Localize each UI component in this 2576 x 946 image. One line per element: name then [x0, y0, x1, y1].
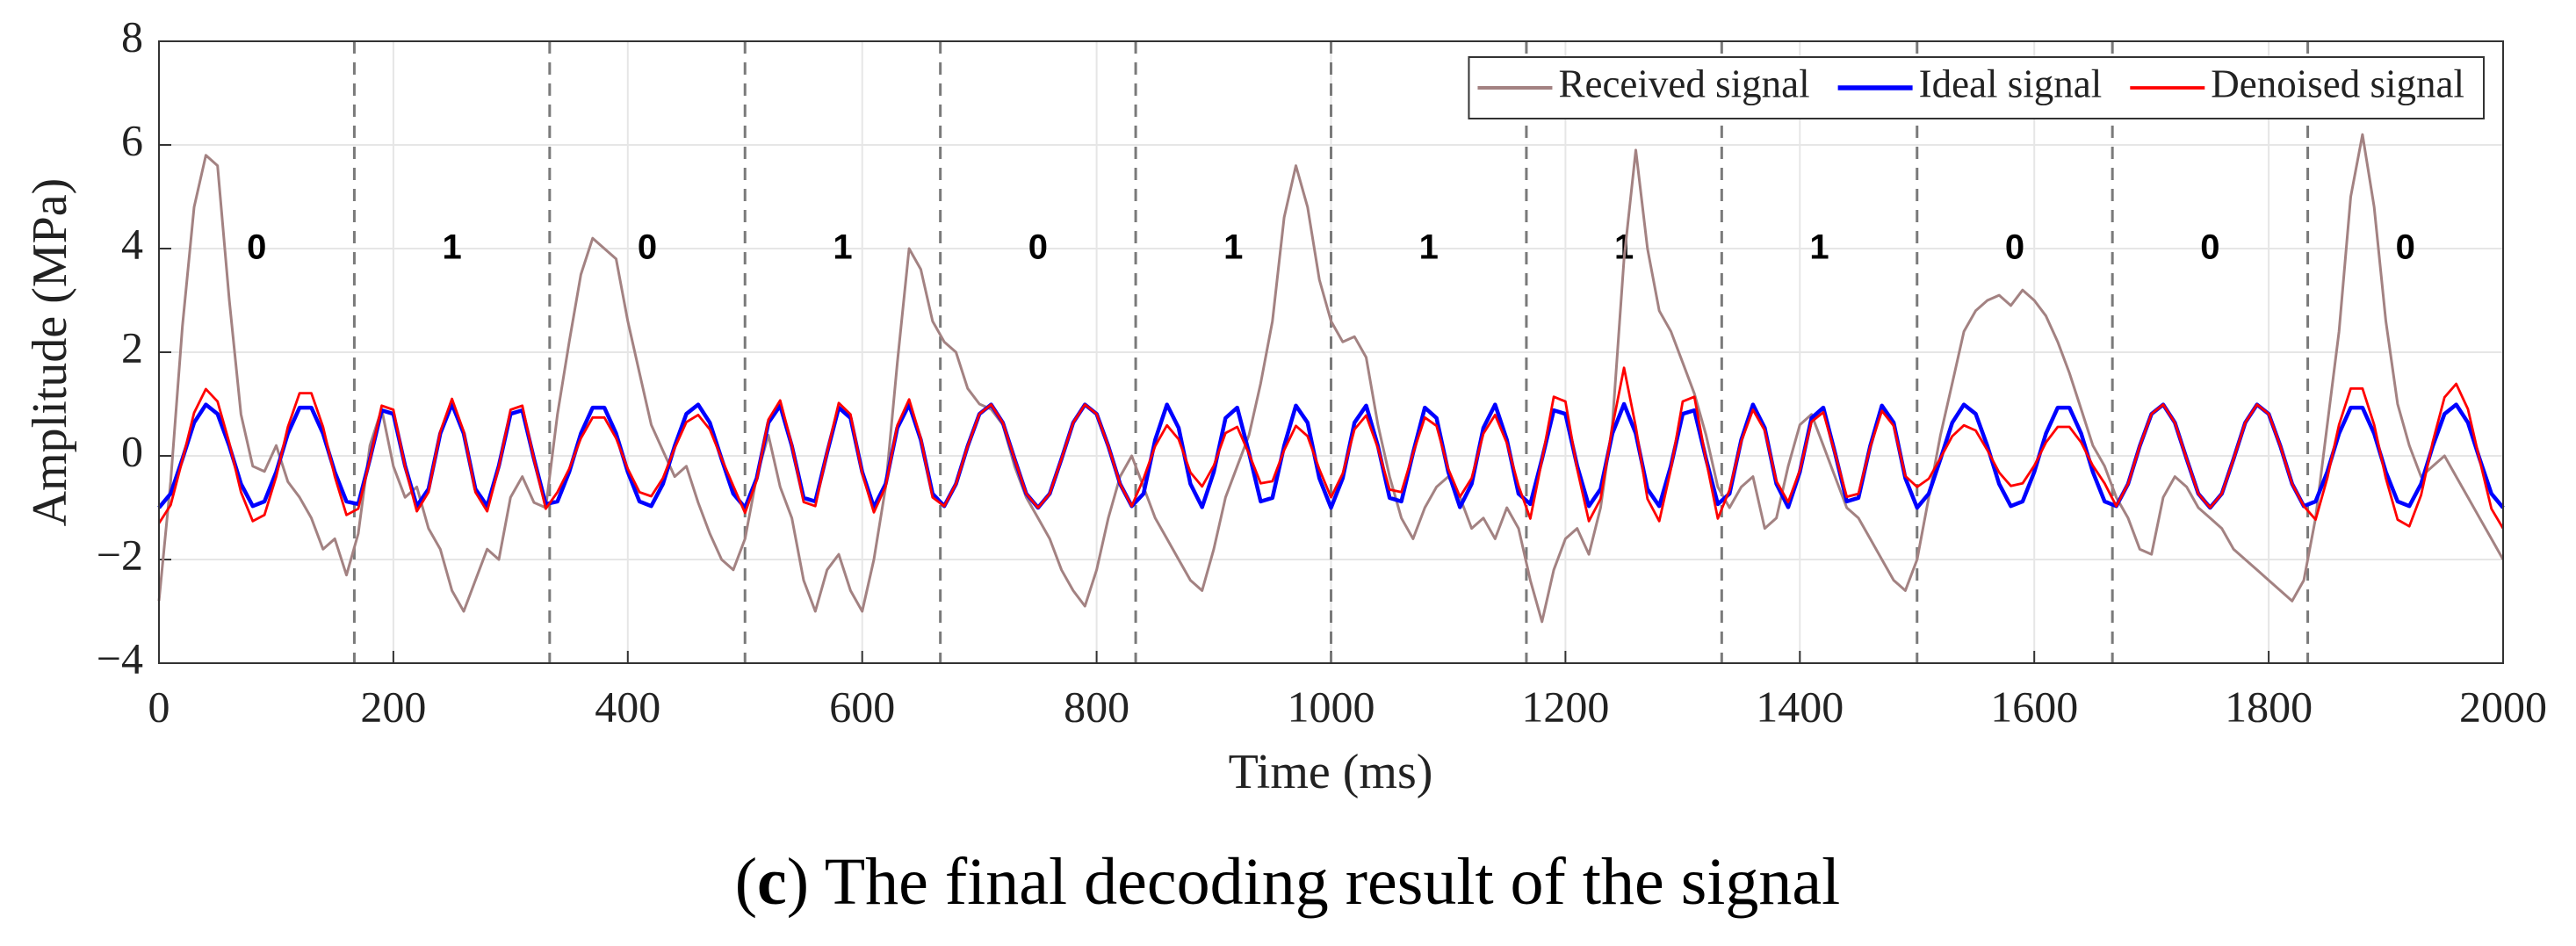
bit-label: 0: [1028, 228, 1048, 267]
bit-label: 0: [2396, 228, 2415, 267]
x-axis-label: Time (ms): [1229, 745, 1433, 799]
bit-label: 1: [1809, 228, 1829, 267]
bit-label: 1: [443, 228, 462, 267]
y-tick-label: 6: [121, 115, 143, 164]
x-tick-label: 200: [360, 682, 426, 731]
caption-text: ) The final decoding result of the signa…: [787, 845, 1841, 919]
series-line: [157, 366, 2505, 530]
bit-label: 0: [247, 228, 266, 267]
y-tick-label: 2: [121, 322, 143, 372]
x-tick-label: 1200: [1521, 682, 1609, 731]
x-tick-label: 400: [595, 682, 660, 731]
bit-label: 1: [833, 228, 852, 267]
caption: (c) The final decoding result of the sig…: [735, 845, 1841, 919]
x-tick-label: 600: [829, 682, 895, 731]
bit-label: 0: [2005, 228, 2024, 267]
bit-label: 1: [1223, 228, 1243, 267]
y-tick-label: 4: [121, 219, 143, 268]
legend-label: Received signal: [1558, 61, 1809, 105]
y-tick-label: −2: [97, 530, 143, 579]
x-tick-label: 1800: [2225, 682, 2313, 731]
legend: Received signal Ideal signal Denoised sign…: [1468, 56, 2485, 119]
x-tick-label: 2000: [2459, 682, 2547, 731]
bit-label: 0: [638, 228, 657, 267]
x-tick-label: 800: [1064, 682, 1129, 731]
y-axis-label: Amplitude (MPa): [23, 178, 77, 527]
bit-label: 0: [2200, 228, 2219, 267]
legend-label: Ideal signal: [1919, 61, 2103, 105]
y-tick-label: −4: [97, 633, 143, 682]
caption-label: c: [757, 845, 787, 919]
legend-label: Denoised signal: [2211, 61, 2464, 105]
legend-box: [1468, 56, 2485, 119]
plot-frame: [158, 40, 2504, 664]
caption-open: (: [735, 845, 757, 919]
x-tick-label: 0: [148, 682, 170, 731]
bit-label: 1: [1419, 228, 1439, 267]
x-tick-label: 1600: [1990, 682, 2078, 731]
y-tick-label: 8: [121, 11, 143, 61]
x-tick-label: 1400: [1756, 682, 1844, 731]
y-tick-label: 0: [121, 426, 143, 475]
x-tick-label: 1000: [1288, 682, 1375, 731]
series-line: [157, 133, 2505, 624]
